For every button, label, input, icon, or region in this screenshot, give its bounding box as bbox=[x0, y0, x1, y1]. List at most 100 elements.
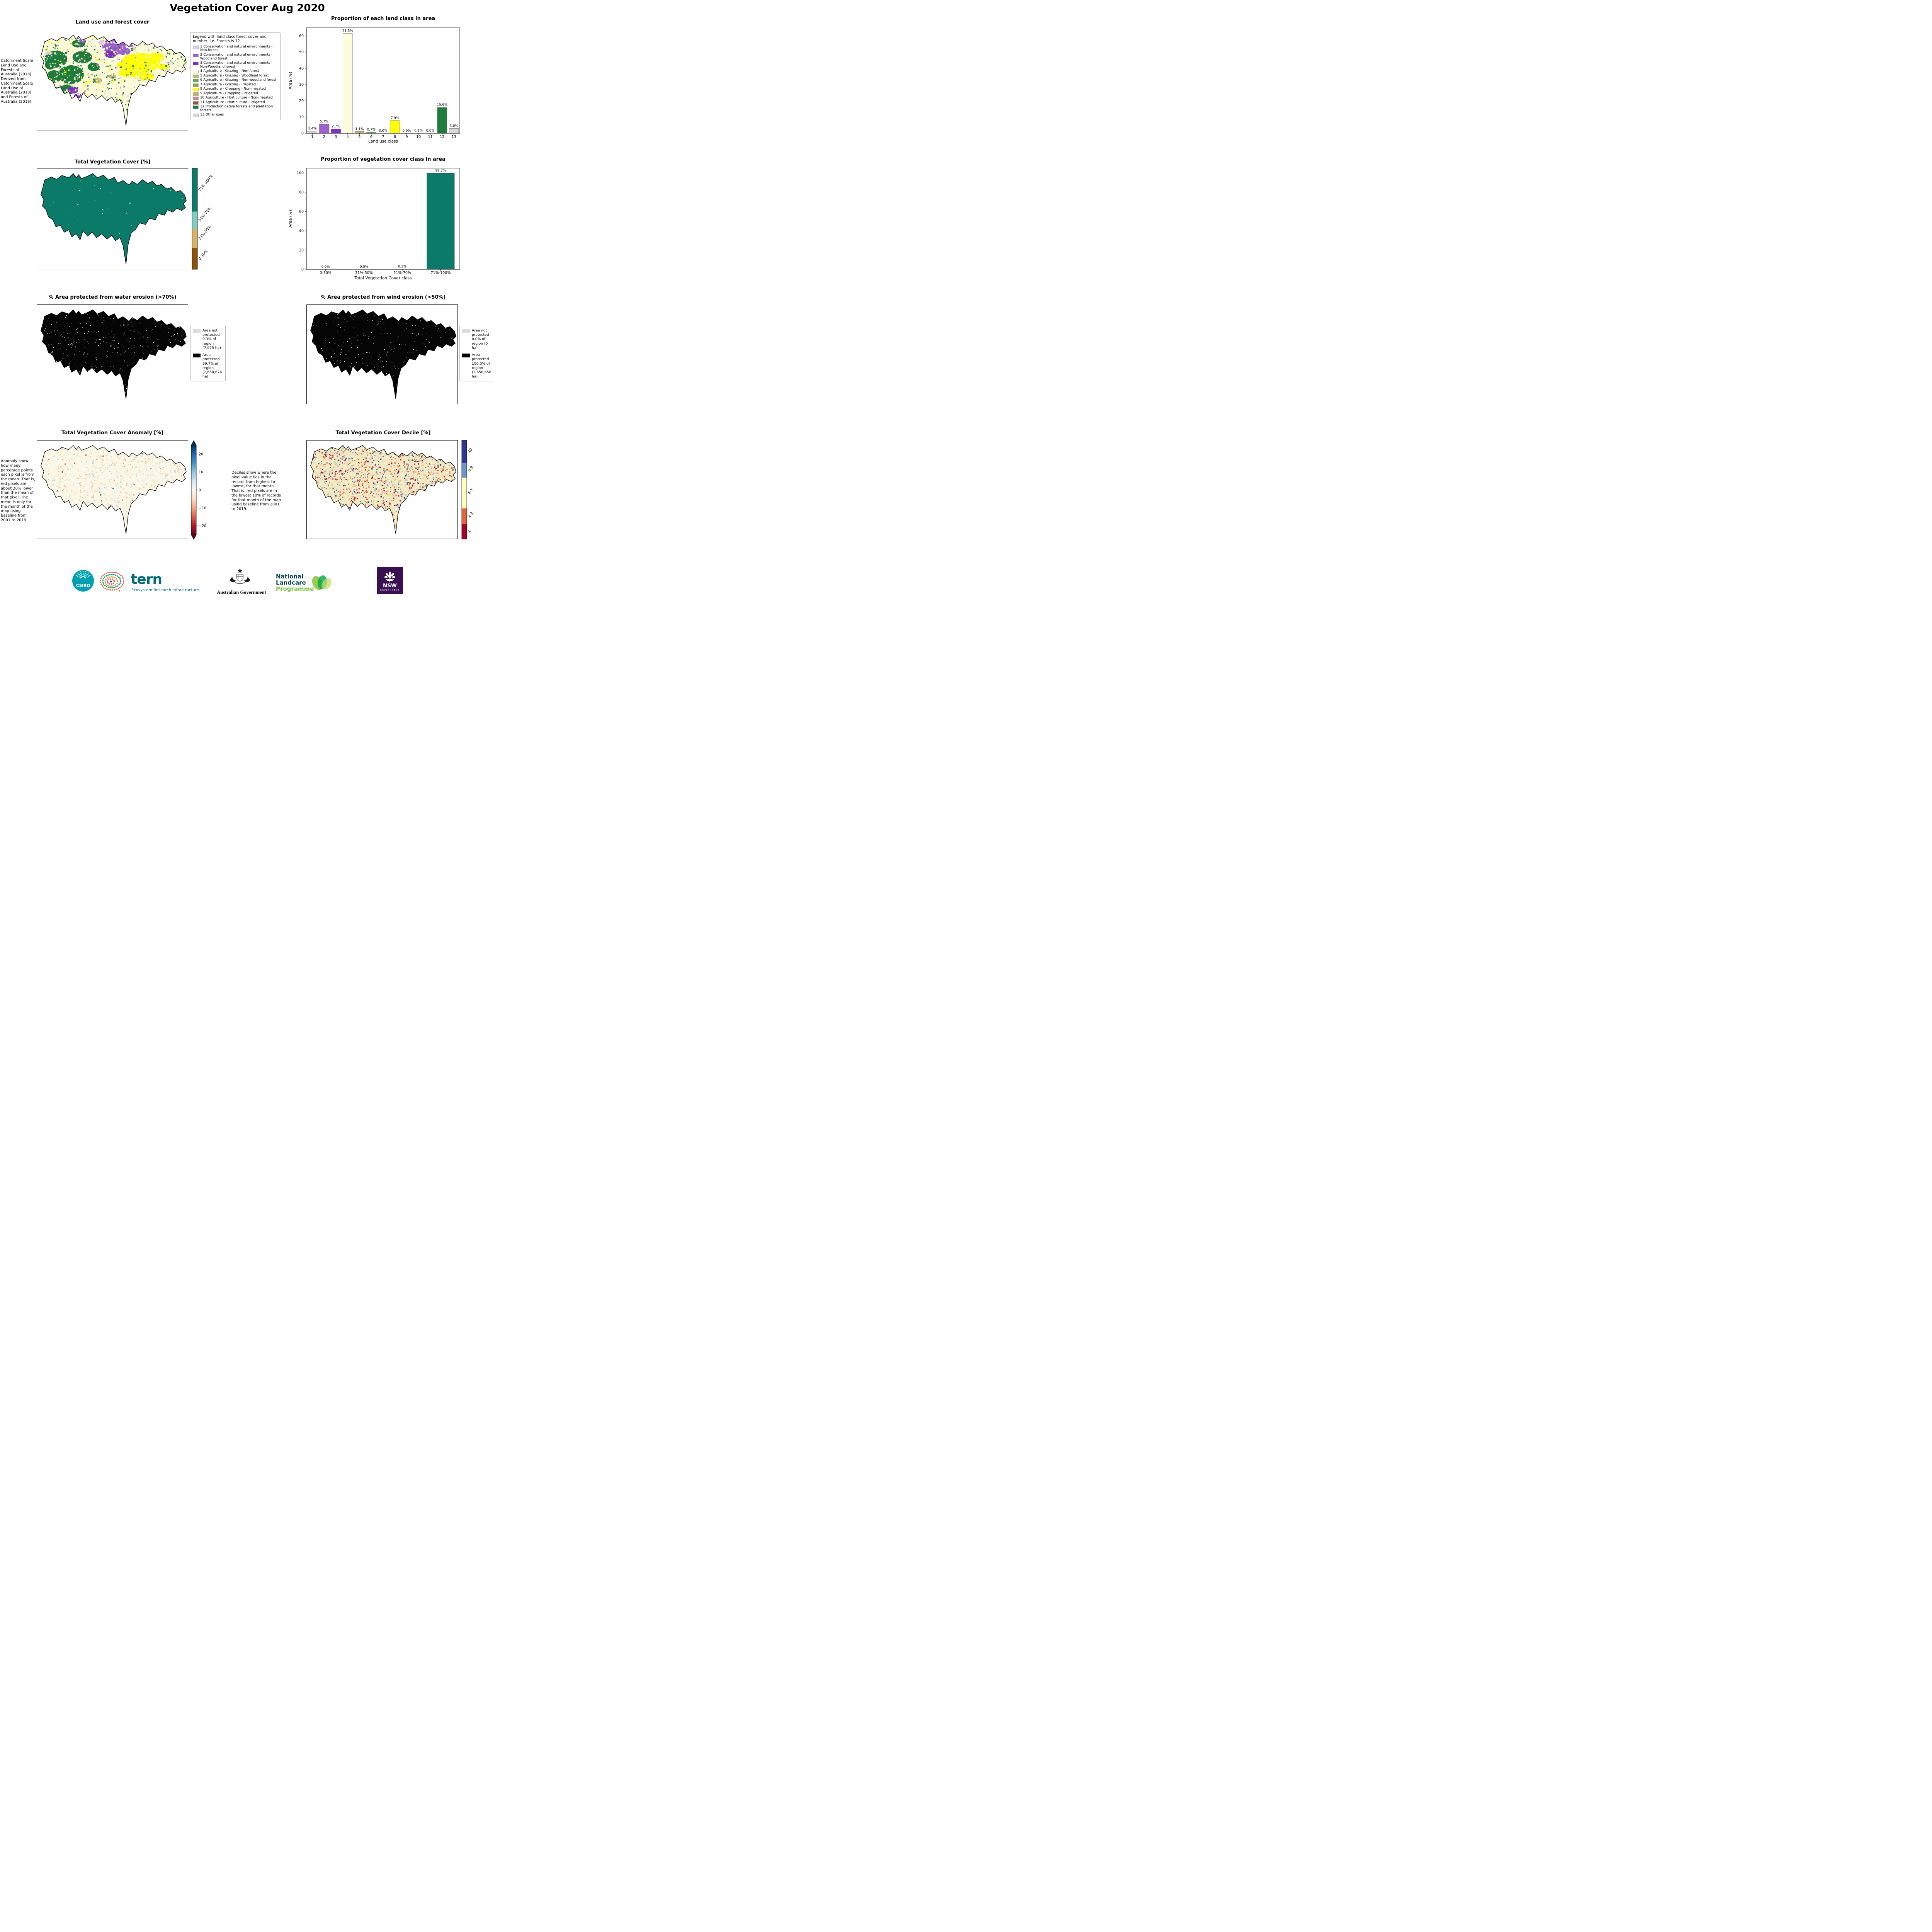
bar-5 bbox=[354, 131, 364, 134]
legend-item-label: 9 Agriculture - Cropping - Irrigated bbox=[200, 91, 258, 95]
region-outline bbox=[41, 173, 187, 264]
land-use-map-title: Land use and forest cover bbox=[75, 19, 150, 25]
decile-map-title: Total Vegetation Cover Decile [%] bbox=[335, 430, 431, 436]
legend-item-label: 7 Agriculture - Grazing - Irrigated bbox=[200, 82, 256, 87]
map-region-fill bbox=[41, 35, 187, 126]
map-region-fill bbox=[310, 445, 456, 534]
map-region-fill bbox=[41, 173, 187, 264]
legend-item: 9 Agriculture - Cropping - Irrigated bbox=[193, 92, 278, 96]
legend-item-label: 12 Production native forests and plantat… bbox=[200, 105, 273, 112]
decile-annotation: Deciles show where the pixel value lies … bbox=[231, 471, 281, 511]
figure-title: Vegetation Cover Aug 2020 bbox=[170, 2, 325, 14]
x-tick-label: 71%-100% bbox=[431, 271, 451, 275]
bar-value-label: 0.0% bbox=[360, 265, 368, 269]
y-tick-label: 0 bbox=[301, 131, 304, 136]
x-tick-label: 3 bbox=[335, 135, 337, 139]
y-tick-label: 40 bbox=[299, 229, 304, 233]
colorbar-label: 0-30% bbox=[198, 249, 209, 261]
landcare-line1: National bbox=[276, 573, 304, 580]
legend-swatch bbox=[193, 53, 199, 57]
landcare-line3: Programme bbox=[276, 585, 314, 593]
y-tick-label: 50 bbox=[299, 50, 304, 54]
legend-item: 6 Agriculture - Grazing - Non-woodland f… bbox=[193, 78, 278, 83]
nsw-sub-label: GOVERNMENT bbox=[380, 589, 400, 592]
bar-13 bbox=[449, 128, 459, 134]
legend-item-label: 4 Agriculture - Grazing - Non-forest bbox=[200, 69, 259, 73]
water-erosion-map-title: % Area protected from water erosion (>70… bbox=[48, 294, 177, 300]
bar-value-label: 0.7% bbox=[367, 128, 376, 132]
protected-label: Area protected 99.7% of region (2,650,67… bbox=[202, 353, 222, 379]
bar-value-label: 1.1% bbox=[355, 127, 364, 131]
legend-item-label: 2 Conservation and natural environments … bbox=[200, 53, 273, 61]
protected-swatch bbox=[462, 354, 470, 358]
water-erosion-map bbox=[37, 304, 188, 404]
csiro-logo: CSIRO bbox=[72, 570, 94, 592]
legend-item-label: 13 Other uses bbox=[200, 113, 224, 117]
y-tick-label: 100 bbox=[297, 171, 304, 175]
not-protected-swatch bbox=[193, 329, 201, 333]
landcare-logo bbox=[312, 575, 332, 590]
bar-4 bbox=[343, 33, 353, 134]
map-region-fill bbox=[41, 310, 187, 399]
colorbar-label: 1 bbox=[467, 529, 472, 534]
region-outline bbox=[41, 445, 187, 534]
colorbar-segment bbox=[192, 229, 197, 248]
veg-cover-map bbox=[37, 168, 188, 269]
bar-value-label: 15.9% bbox=[437, 103, 447, 107]
wind-erosion-map bbox=[306, 304, 458, 404]
legend-swatch bbox=[193, 105, 199, 109]
legend-item: 7 Agriculture - Grazing - Irrigated bbox=[193, 83, 278, 87]
wind-erosion-legend: Area not protected 0.0% of region (0 ha)… bbox=[459, 326, 494, 382]
y-axis-label: Area (%) bbox=[288, 210, 293, 228]
y-tick-label: 30 bbox=[299, 83, 304, 87]
decile-map bbox=[306, 440, 458, 539]
x-tick-label: 5 bbox=[358, 135, 361, 139]
colorbar-segment bbox=[192, 248, 197, 269]
legend-item: 4 Agriculture - Grazing - Non-forest bbox=[193, 69, 278, 74]
protected-label: Area protected 100.0% of region (2,658,6… bbox=[472, 353, 492, 379]
x-tick-label: 51%-70% bbox=[393, 271, 411, 275]
legend-item: 5 Agriculture - Grazing - Woodland fores… bbox=[193, 74, 278, 78]
legend-item-label: 8 Agriculture - Cropping - Non-irrigated bbox=[200, 87, 266, 91]
bar-value-label: 1.4% bbox=[308, 127, 316, 131]
australian-government-label: Australian Government bbox=[217, 590, 266, 595]
figure-vegetation-cover: Vegetation Cover Aug 2020 Land use and f… bbox=[0, 0, 495, 604]
x-tick-label: 9 bbox=[406, 135, 408, 139]
protected-swatch bbox=[193, 354, 201, 358]
water-erosion-legend: Area not protected 0.3% of region (7,975… bbox=[190, 326, 226, 382]
legend-item: 3 Conservation and natural environments … bbox=[193, 61, 278, 69]
legend-item-label: 11 Agriculture - Horticulture - Irrigate… bbox=[200, 100, 265, 104]
tern-subtitle: Ecosystem Research Infrastructure bbox=[131, 588, 199, 592]
legend-entry-protected: Area protected 99.7% of region (2,650,67… bbox=[193, 353, 223, 379]
legend-swatch bbox=[193, 88, 199, 92]
y-tick-label: 20 bbox=[299, 248, 304, 252]
legend-item-label: 3 Conservation and natural environments … bbox=[200, 61, 273, 69]
legend-swatch bbox=[193, 92, 199, 96]
landcare-wordmark: National Landcare Programme bbox=[276, 573, 314, 592]
legend-swatch bbox=[193, 101, 199, 105]
y-tick-label: 20 bbox=[299, 99, 304, 103]
legend-swatch bbox=[193, 61, 199, 65]
colorbar-label: 71%-100% bbox=[198, 174, 214, 192]
x-tick-label: 8 bbox=[394, 135, 396, 139]
x-tick-label: 0-30% bbox=[320, 271, 332, 275]
x-axis-label: Land use class bbox=[368, 139, 398, 144]
bar-value-label: 0.0% bbox=[321, 265, 330, 269]
colorbar-label: 51%-70% bbox=[198, 206, 213, 223]
legend-swatch bbox=[193, 114, 199, 117]
not-protected-swatch bbox=[462, 329, 470, 333]
y-tick-label: 60 bbox=[299, 34, 304, 38]
legend-item: 11 Agriculture - Horticulture - Irrigate… bbox=[193, 100, 278, 105]
y-tick-label: 80 bbox=[299, 190, 304, 195]
legend-item-label: 6 Agriculture - Grazing - Non-woodland f… bbox=[200, 78, 277, 82]
not-protected-label: Area not protected 0.3% of region (7,975… bbox=[202, 328, 221, 350]
legend-item-label: 5 Agriculture - Grazing - Woodland fores… bbox=[200, 73, 269, 78]
x-tick-label: 4 bbox=[347, 135, 349, 139]
colorbar-label: 2-3 bbox=[467, 511, 474, 519]
map-region-fill bbox=[310, 310, 456, 399]
australian-government-crest bbox=[229, 568, 251, 584]
csiro-label: CSIRO bbox=[76, 583, 90, 588]
tern-australia-art bbox=[100, 571, 124, 592]
bar-value-label: 3.0% bbox=[450, 124, 458, 128]
bar-1 bbox=[307, 131, 317, 134]
